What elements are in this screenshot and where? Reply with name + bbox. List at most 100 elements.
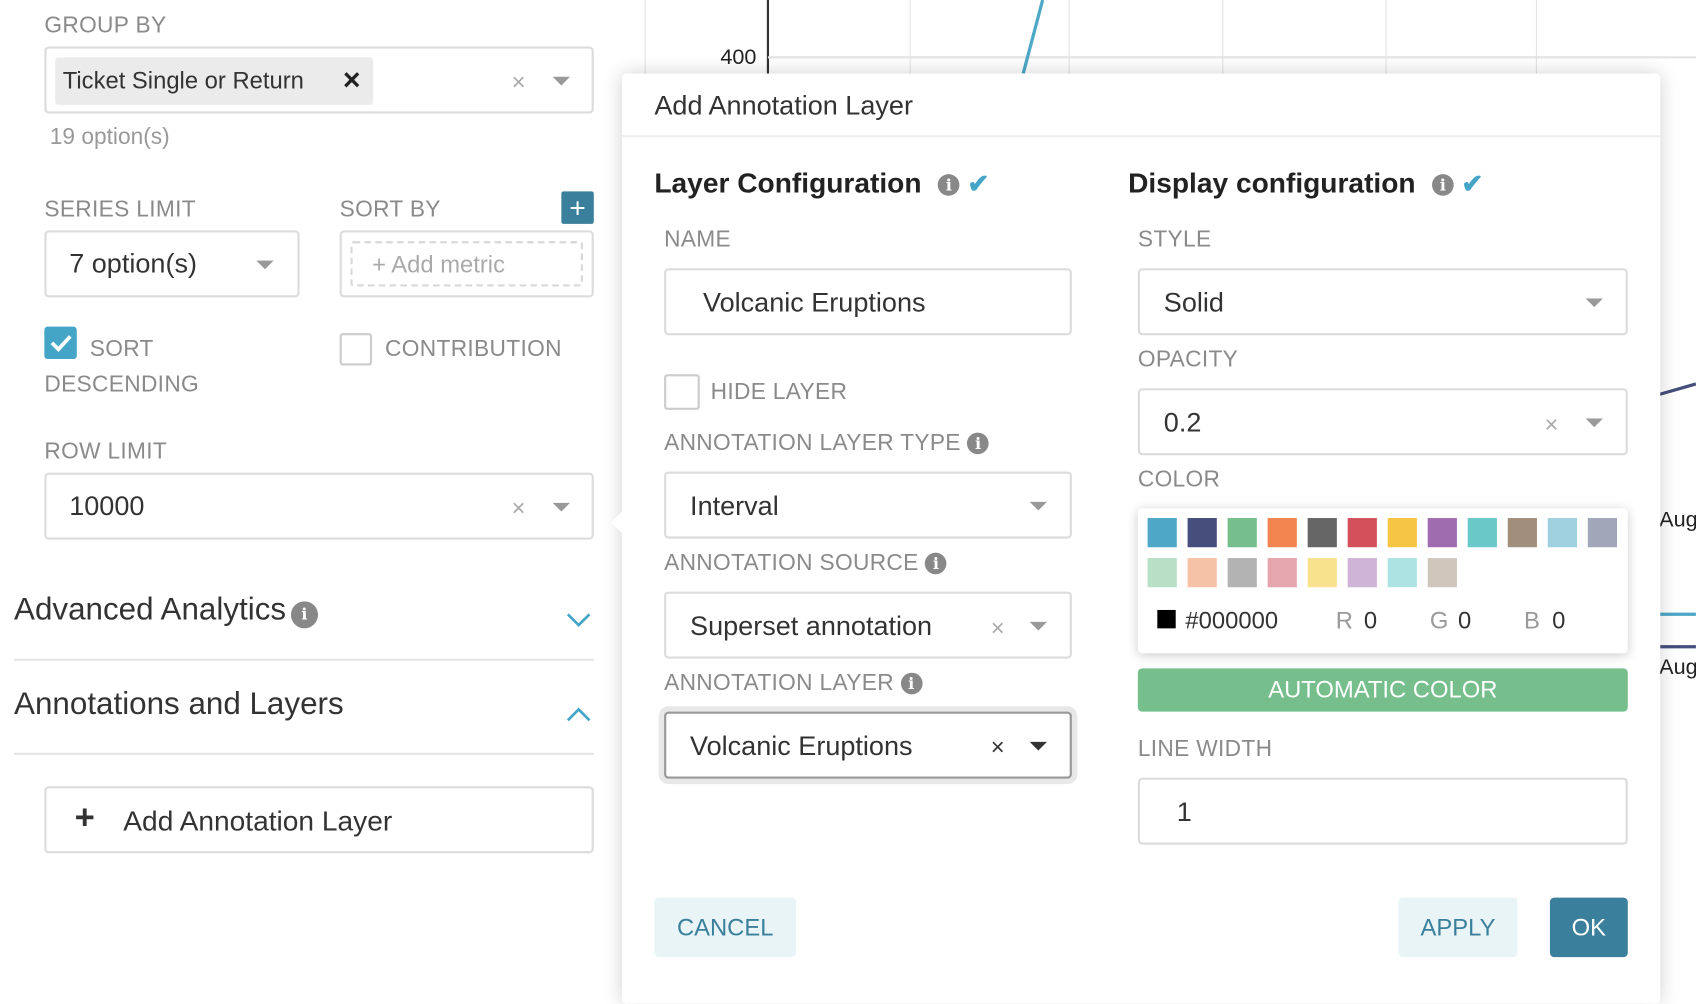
row-limit-select[interactable]: 10000 × [44,472,594,540]
color-swatch[interactable] [1187,558,1217,588]
g-input[interactable]: 0 [1457,606,1472,634]
annotation-layer-value: Volcanic Eruptions [690,731,913,762]
color-swatch[interactable] [1387,558,1417,588]
row-limit-label: ROW LIMIT [44,439,168,464]
annotation-layer-label: ANNOTATION LAYER i [664,670,923,697]
info-icon: i [938,174,960,196]
add-sort-button[interactable]: + [561,191,594,224]
chevron-down-icon[interactable] [1585,298,1603,308]
color-swatch[interactable] [1147,558,1177,588]
layer-type-select[interactable]: Interval [664,471,1072,539]
chevron-down-icon[interactable] [1029,741,1047,751]
add-annotation-layer-button[interactable]: + Add Annotation Layer [44,786,594,854]
chevron-up-icon[interactable] [566,706,592,723]
series-limit-select[interactable]: 7 option(s) [44,230,300,298]
x-tick-label: Aug [1659,655,1696,680]
chevron-down-icon[interactable] [552,76,571,86]
hide-layer-label: HIDE LAYER [710,379,848,405]
add-annotation-layer-label: Add Annotation Layer [123,804,393,838]
clear-icon[interactable]: × [511,68,526,96]
opacity-select[interactable]: 0.2 × [1137,388,1628,456]
chevron-down-icon[interactable] [1585,418,1603,428]
color-swatch[interactable] [1587,518,1617,548]
y-tick-label: 400 [720,45,757,70]
layer-configuration-heading: Layer Configuration i ✔ [654,167,989,201]
style-select[interactable]: Solid [1137,268,1628,336]
ok-button[interactable]: OK [1549,897,1628,958]
annotation-layer-select[interactable]: Volcanic Eruptions × [664,711,1072,779]
group-by-select[interactable]: Ticket Single or Return × × [44,46,594,114]
cancel-button[interactable]: CANCEL [654,897,797,958]
check-icon: ✔ [967,169,990,199]
color-swatch[interactable] [1507,518,1537,548]
current-color-preview [1157,609,1176,629]
color-swatch[interactable] [1307,558,1337,588]
section-advanced-analytics[interactable]: Advanced Analytics i [14,593,594,661]
b-input[interactable]: 0 [1552,606,1566,634]
info-icon: i [900,673,923,695]
row-limit-value: 10000 [69,491,145,522]
color-swatch[interactable] [1267,518,1297,548]
contribution-checkbox[interactable] [339,333,373,366]
color-swatch[interactable] [1227,558,1257,588]
line-width-value: 1 [1176,797,1192,828]
group-by-tag: Ticket Single or Return × [55,57,374,105]
color-swatch[interactable] [1387,518,1417,548]
sort-by-box: + Add metric [339,230,594,298]
g-label: G [1429,606,1449,634]
hide-layer-checkbox[interactable] [664,374,700,410]
label-text: ANNOTATION SOURCE [664,550,919,576]
color-swatch[interactable] [1547,518,1577,548]
hex-input[interactable]: #000000 [1185,606,1279,634]
automatic-color-button[interactable]: AUTOMATIC COLOR [1137,668,1628,712]
color-swatch[interactable] [1427,558,1457,588]
plus-icon: + [74,797,95,836]
add-metric-button[interactable]: + Add metric [350,241,583,287]
chevron-down-icon[interactable] [1029,621,1047,631]
check-icon: ✔ [1461,169,1484,199]
color-swatch[interactable] [1427,518,1457,548]
info-icon: i [1432,174,1454,196]
opacity-value: 0.2 [1163,407,1202,439]
sort-label: SORT [89,336,154,362]
tag-remove-icon[interactable]: × [342,62,361,97]
sort-descending-label: SORT DESCENDING [44,331,199,402]
section-annotations-and-layers[interactable]: Annotations and Layers [14,687,594,755]
color-swatch[interactable] [1347,518,1377,548]
clear-icon[interactable]: × [990,614,1005,642]
sort-by-label: SORT BY [339,196,441,222]
line-width-input[interactable]: 1 [1137,777,1628,845]
color-swatch[interactable] [1347,558,1377,588]
section-title: Annotations and Layers [14,686,344,722]
clear-icon[interactable]: × [990,733,1005,761]
color-swatch[interactable] [1187,518,1217,548]
chevron-down-icon[interactable] [1029,501,1047,511]
r-input[interactable]: 0 [1363,606,1378,634]
annotation-source-value: Superset annotation [690,611,933,642]
clear-icon[interactable]: × [1544,410,1559,439]
name-value: Volcanic Eruptions [703,287,926,318]
annotation-source-select[interactable]: Superset annotation × [664,591,1072,659]
chevron-down-icon[interactable] [552,502,571,512]
chevron-down-icon[interactable] [256,260,274,270]
clear-icon[interactable]: × [511,494,526,522]
heading-text: Layer Configuration [654,166,922,199]
label-text: ANNOTATION LAYER [664,670,894,696]
info-icon: i [925,553,947,575]
color-swatch[interactable] [1227,518,1257,548]
color-swatch[interactable] [1267,558,1297,588]
color-swatch[interactable] [1147,518,1177,548]
color-swatch[interactable] [1467,518,1497,548]
color-picker: #000000 R 0 G 0 B 0 [1137,508,1628,654]
color-swatch[interactable] [1307,518,1337,548]
style-value: Solid [1163,287,1224,318]
sort-descending-checkbox[interactable] [44,326,77,360]
info-icon: i [967,433,990,455]
name-input[interactable]: Volcanic Eruptions [664,268,1072,336]
annotation-layer-modal: Add Annotation Layer Layer Configuration… [611,73,1661,1004]
series-limit-value: 7 option(s) [69,248,197,280]
apply-button[interactable]: APPLY [1398,897,1518,958]
style-label: STYLE [1137,227,1212,252]
chevron-down-icon[interactable] [566,611,592,628]
add-metric-label: + Add metric [372,250,505,278]
